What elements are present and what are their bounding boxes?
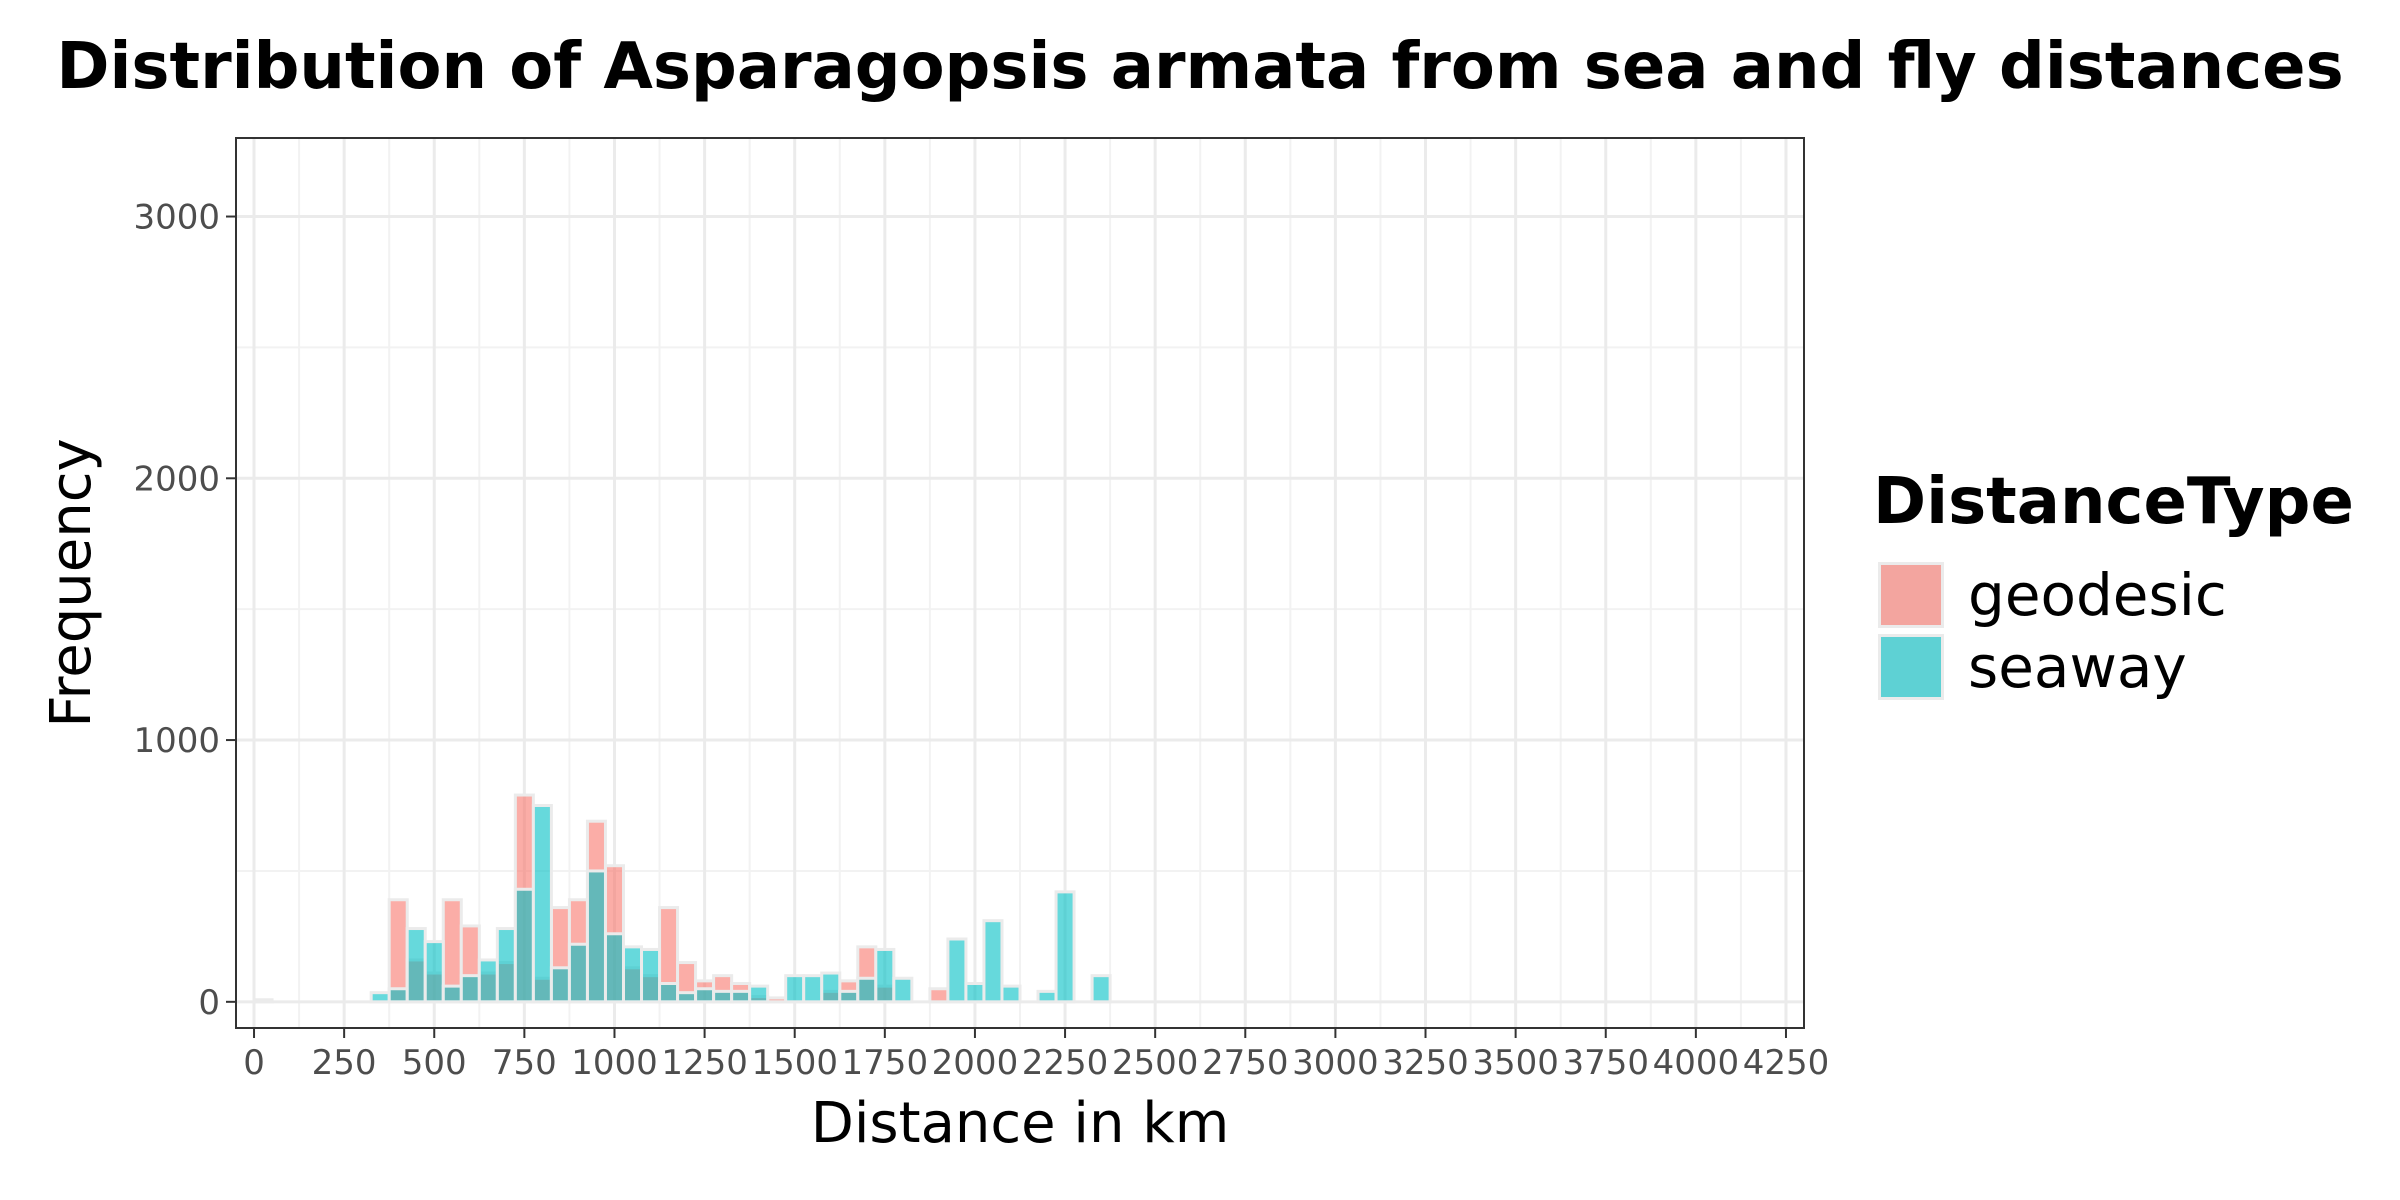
bar-seaway [694,987,716,1004]
bar-seaway [820,971,842,1004]
x-tick-label: 500 [402,1043,467,1083]
bar-seaway [495,927,517,1004]
bar-seaway [423,940,445,1004]
x-tick-label: 1000 [571,1043,658,1083]
bar-seaway [640,947,662,1004]
x-tick-label: 4000 [1653,1043,1740,1083]
bar-seaway [712,989,734,1004]
bar-seaway [730,989,752,1004]
bar-geodesic [252,998,274,1004]
x-tick-label: 0 [243,1043,265,1083]
x-tick-label: 3750 [1562,1043,1649,1083]
bar-seaway [964,982,986,1004]
bar-seaway [982,919,1004,1004]
bar-seaway [784,974,806,1004]
bar-seaway [405,927,427,1004]
bar-seaway [658,982,680,1004]
bar-seaway [1036,989,1058,1004]
chart-title: Distribution of Asparagopsis armata from… [56,30,2343,104]
x-axis: 0 250 500 750 1000 1250 1500 1750 2000 2250 2500 27… [243,1028,1829,1083]
bar-seaway [946,937,968,1004]
bar-seaway [567,942,589,1004]
legend-title: DistanceType [1873,465,2354,539]
bar-seaway [477,958,499,1004]
bar-geodesic [387,898,409,1004]
bar-seaway [748,984,770,1004]
legend-label-geodesic: geodesic [1968,561,2227,629]
bar-seaway [621,945,644,1004]
x-tick-label: 1250 [661,1043,748,1083]
y-tick-label: 0 [198,983,220,1023]
x-tick-label: 1500 [751,1043,838,1083]
bar-seaway [513,887,535,1004]
bar-seaway [603,932,625,1004]
bar-seaway [1090,974,1112,1004]
legend-key-geodesic [1881,565,1941,625]
y-axis-title: Frequency [39,438,104,727]
y-axis: 0 1000 2000 3000 [133,198,236,1023]
bar-seaway [1000,984,1022,1004]
y-tick-label: 1000 [133,721,220,761]
bar-seaway [802,974,824,1004]
x-tick-label: 1750 [842,1043,929,1083]
bar-geodesic [928,987,950,1004]
y-tick-label: 3000 [133,198,220,238]
x-tick-label: 4250 [1743,1043,1830,1083]
bar-seaway [585,869,607,1004]
bar-seaway [874,947,896,1004]
bar-seaway [676,991,698,1004]
major-gridlines [236,138,1804,1028]
bar-seaway [838,989,860,1004]
x-tick-label: 3500 [1472,1043,1559,1083]
x-tick-label: 3250 [1382,1043,1469,1083]
bar-geodesic [766,996,788,1004]
x-axis-title: Distance in km [811,1091,1230,1156]
bar-seaway [856,976,878,1004]
bar-seaway [441,984,463,1004]
x-tick-label: 2000 [932,1043,1019,1083]
x-tick-label: 2750 [1202,1043,1289,1083]
bar-seaway [1054,890,1076,1004]
bar-seaway [892,976,914,1004]
x-tick-label: 750 [492,1043,557,1083]
series-seaway [369,804,1112,1004]
x-tick-label: 250 [312,1043,377,1083]
x-tick-label: 2500 [1112,1043,1199,1083]
bar-seaway [531,804,553,1004]
bar-seaway [387,987,409,1004]
x-tick-label: 2250 [1022,1043,1109,1083]
legend-key-seaway [1881,637,1941,697]
plot-panel-border [235,137,1805,1029]
minor-gridlines [236,138,1804,1028]
x-tick-label: 3000 [1292,1043,1379,1083]
bar-seaway [459,974,481,1004]
y-tick-label: 2000 [133,459,220,499]
bar-seaway [369,991,391,1004]
legend-label-seaway: seaway [1968,633,2187,701]
bar-seaway [549,966,571,1004]
bars [252,793,1112,1004]
